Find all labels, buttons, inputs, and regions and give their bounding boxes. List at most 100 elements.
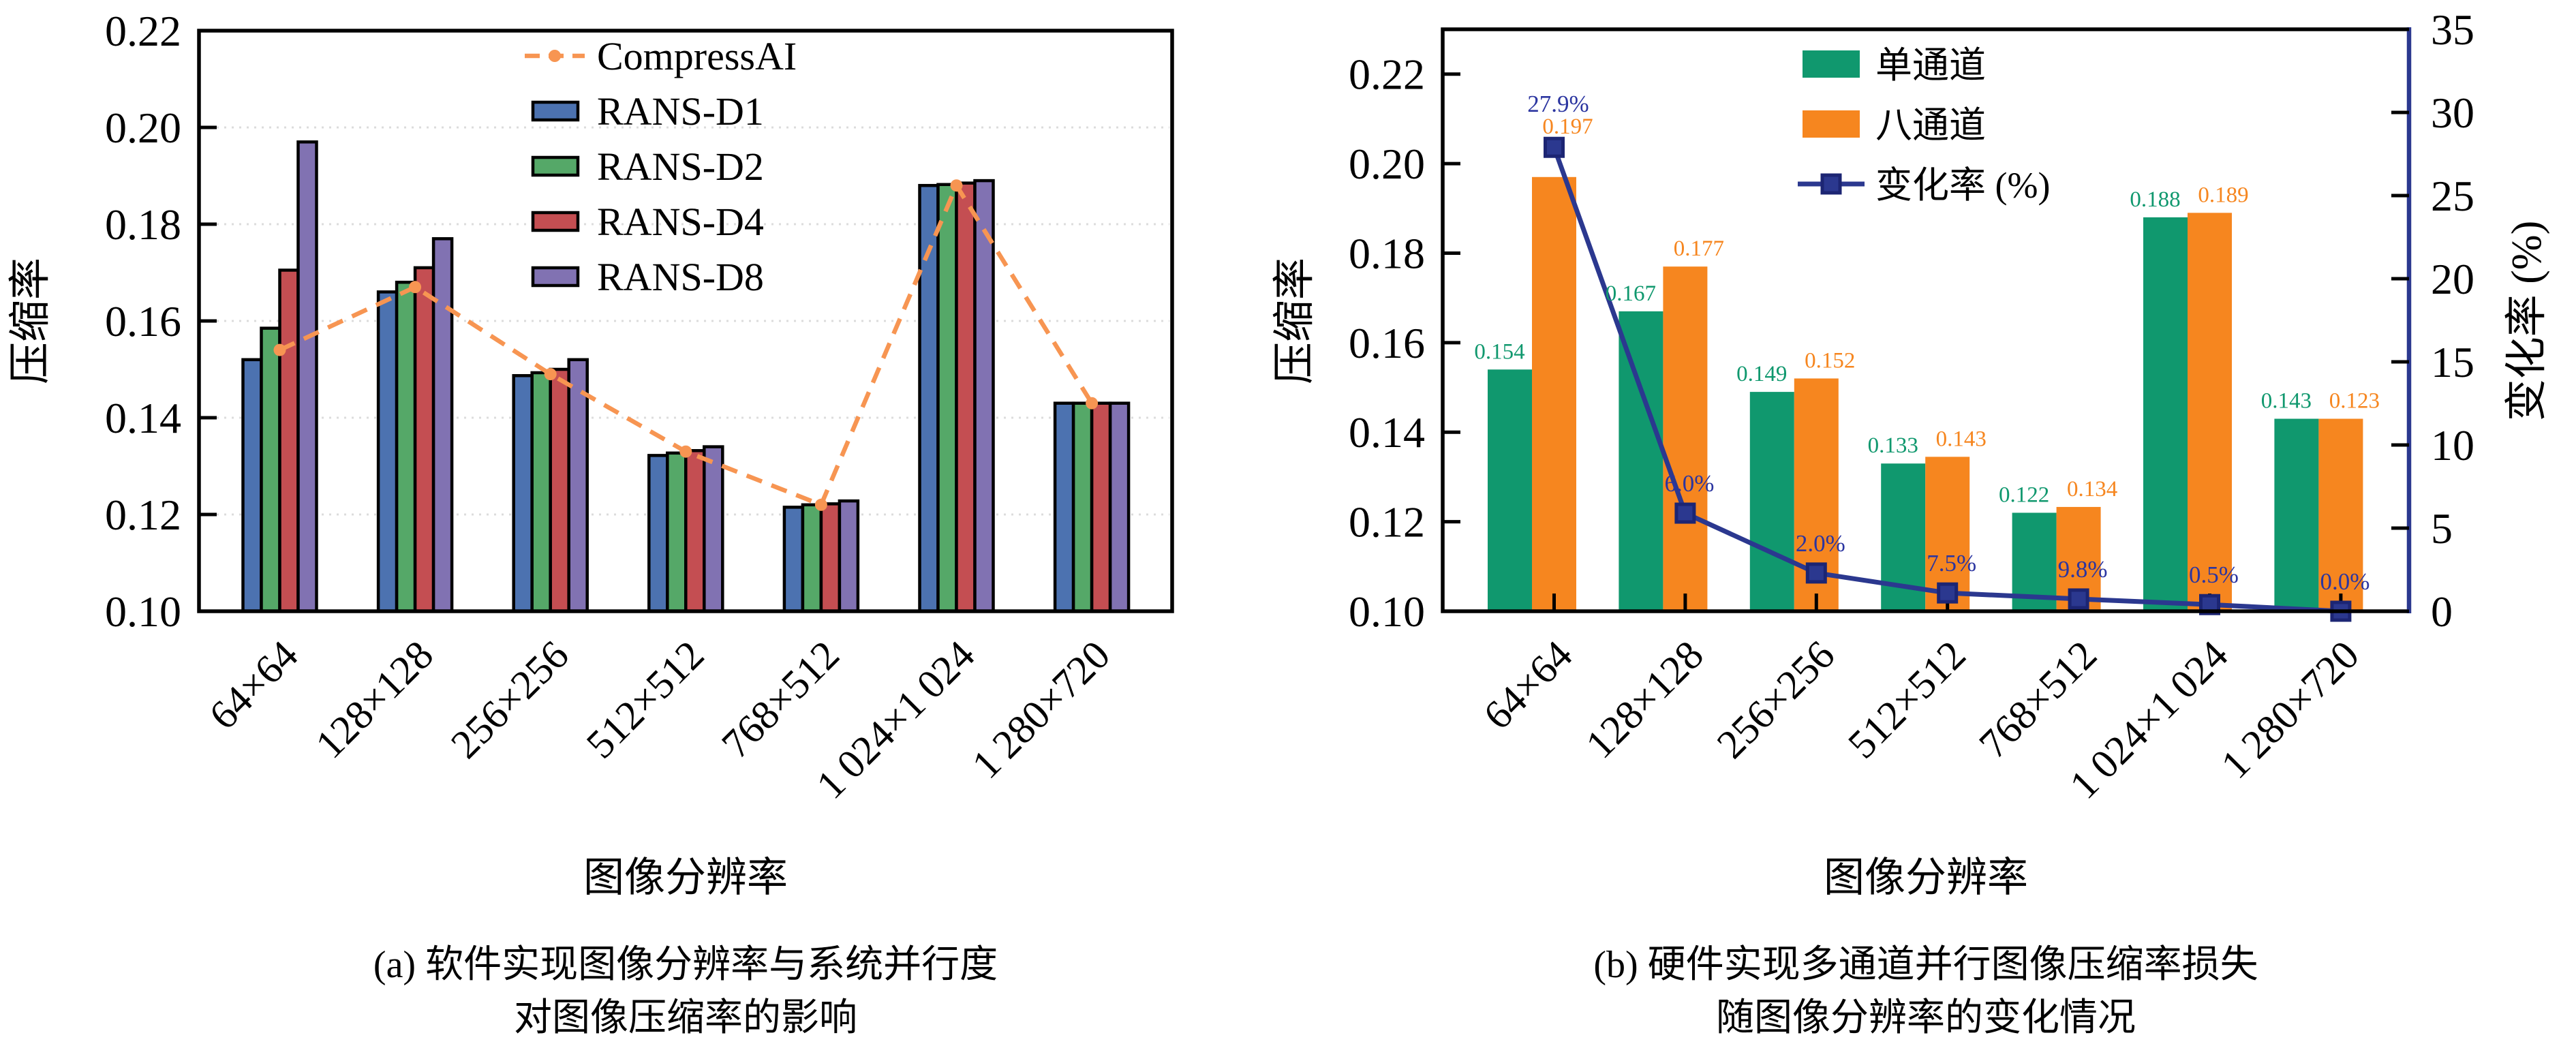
y-tick-label: 0.18 [105, 200, 181, 249]
bar-single-channel [1749, 392, 1794, 611]
legend-a: CompressAI RANS-D1 RANS-D2 RANS-D4 RANS-D8 [525, 34, 797, 299]
bar [376, 290, 399, 613]
change-rate-marker [1544, 136, 1565, 158]
value-label-single: 0.133 [1868, 433, 1918, 458]
legend-compressai-marker [549, 50, 561, 62]
y-tick-label-right: 25 [2431, 172, 2474, 220]
change-rate-marker [2068, 588, 2089, 610]
x-tick-label: 256×256 [1708, 632, 1843, 767]
bar [973, 179, 995, 613]
y-tick-label: 0.14 [105, 394, 181, 442]
legend-label: RANS-D2 [597, 144, 764, 189]
y-tick-label-right: 10 [2431, 421, 2474, 470]
y-tick-label: 0.10 [1349, 587, 1425, 636]
bar-eight-channel [1532, 176, 1576, 611]
bar [684, 449, 706, 613]
caption-a-line1: (a) 软件实现图像分辨率与系统并行度 [373, 944, 998, 986]
y-tick-label: 0.12 [105, 491, 181, 539]
bar [955, 181, 977, 613]
value-label-single: 0.167 [1606, 281, 1656, 306]
y-tick-label-right: 0 [2431, 587, 2453, 636]
y-tick-label: 0.14 [1349, 408, 1425, 457]
legend-label: 变化率 (%) [1875, 165, 2050, 206]
x-tick-label: 512×512 [578, 632, 713, 767]
bar-eight-channel [2318, 418, 2363, 611]
legend-swatch [531, 211, 580, 232]
y-tick-label-right: 30 [2431, 89, 2474, 137]
y-tick-label-right: 5 [2431, 504, 2453, 553]
bar [782, 506, 805, 613]
bar-single-channel [2274, 418, 2319, 611]
caption-b-line2: 随图像分辨率的变化情况 [1716, 997, 2136, 1039]
caption-a-line2: 对图像压缩率的影响 [514, 997, 857, 1039]
bar [241, 358, 263, 613]
legend-swatch-single [1803, 50, 1860, 78]
bar-eight-channel [2188, 213, 2232, 611]
bar [703, 445, 724, 613]
bar-eight-channel [1663, 266, 1708, 611]
bar [395, 280, 417, 613]
bar [549, 367, 570, 613]
y-tick-label: 0.10 [105, 587, 181, 636]
x-tick-label: 768×512 [713, 632, 848, 767]
bar [647, 454, 669, 613]
y-tick-label-right: 35 [2431, 5, 2474, 54]
y-axis-label-b-left: 压缩率 [1272, 258, 1318, 384]
change-rate-marker [1805, 562, 1827, 584]
change-rate-marker [1674, 502, 1696, 524]
percent-label: 9.8% [2058, 556, 2108, 583]
x-axis-label-a: 图像分辨率 [583, 855, 788, 900]
y-tick-label: 0.12 [1349, 498, 1425, 547]
x-tick-label: 128×128 [307, 632, 442, 767]
y-tick-label: 0.20 [105, 104, 181, 152]
bar [838, 499, 860, 613]
legend-swatch [531, 266, 580, 288]
bar [801, 503, 823, 613]
percent-label: 6.0% [1664, 470, 1714, 497]
value-label-single: 0.188 [2130, 187, 2180, 212]
bar [1090, 401, 1112, 613]
bar [260, 326, 281, 613]
y-axis-label-a: 压缩率 [7, 258, 54, 384]
bar [567, 358, 589, 613]
y-tick-label: 0.20 [1349, 140, 1425, 188]
value-label-eight: 0.143 [1936, 427, 1987, 451]
bar [1053, 401, 1075, 613]
caption-b-line1: (b) 硬件实现多通道并行图像压缩率损失 [1593, 944, 2258, 986]
x-tick-label: 1 280×720 [964, 632, 1119, 788]
x-tick-label: 1 280×720 [2213, 632, 2368, 788]
percent-label: 2.0% [1796, 530, 1845, 557]
compressai-marker [679, 445, 692, 458]
bar [413, 266, 435, 613]
percent-label: 0.0% [2320, 568, 2370, 595]
bar [296, 140, 318, 613]
value-label-eight: 0.177 [1674, 236, 1724, 261]
y-tick-label: 0.18 [1349, 229, 1425, 277]
compressai-marker [544, 368, 557, 381]
bar-series-rans-d4 [278, 181, 1112, 613]
value-label-eight: 0.197 [1542, 114, 1593, 139]
percent-label: 0.5% [2189, 562, 2239, 588]
axes-frame [1441, 27, 2409, 613]
y-tick-label: 0.22 [1349, 50, 1425, 99]
legend-label: 八通道 [1875, 105, 1986, 146]
y-tick-label-right: 15 [2431, 338, 2474, 386]
bar [278, 268, 300, 613]
value-label-single: 0.154 [1474, 339, 1524, 364]
legend-label: RANS-D4 [597, 200, 764, 244]
bar [819, 502, 842, 613]
value-label-eight: 0.123 [2329, 389, 2380, 414]
x-tick-label: 64×64 [1475, 632, 1580, 738]
x-tick-label: 128×128 [1577, 632, 1712, 767]
bar-single-channel [1619, 311, 1663, 611]
y-tick-label: 0.16 [105, 297, 181, 345]
x-axis-label-b: 图像分辨率 [1824, 855, 2028, 900]
y-tick-label-right: 20 [2431, 255, 2474, 303]
value-label-eight: 0.152 [1805, 348, 1855, 373]
x-tick-label: 512×512 [1839, 632, 1974, 767]
bar [936, 183, 958, 613]
compressai-marker [273, 343, 286, 356]
